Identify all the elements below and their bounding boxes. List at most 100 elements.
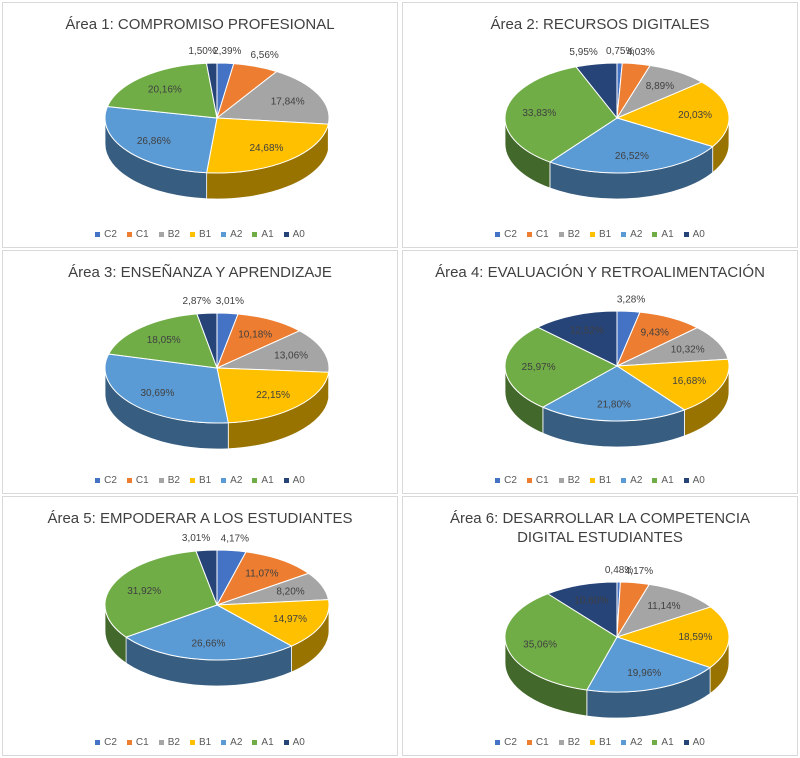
legend-item: B2 <box>158 737 180 748</box>
data-label: 30,69% <box>140 388 174 399</box>
chart-legend: C2 C1 B2 B1 A2 A1 A0 <box>403 229 797 240</box>
legend-item: C2 <box>495 229 517 240</box>
legend-label: B1 <box>198 475 212 486</box>
pie-slice-A2 <box>104 106 218 174</box>
legend-item: A0 <box>283 475 305 486</box>
pie-slice-A0 <box>575 62 618 120</box>
legend-label: A0 <box>692 475 705 486</box>
legend-label: A1 <box>661 229 674 240</box>
legend-swatch <box>283 231 289 237</box>
legend-swatch <box>189 477 195 483</box>
pie-svg: 4,17% 11,07% 8,20% 14,97% 26,66% 31,92% 3,01% <box>104 533 330 687</box>
pie-slice-A2 <box>125 604 293 661</box>
pie-slice-A2 <box>586 636 712 693</box>
legend-swatch <box>621 477 627 483</box>
legend-label: C2 <box>504 229 517 240</box>
legend-item: C1 <box>526 475 549 486</box>
legend-label: C2 <box>504 475 517 486</box>
legend-item: A2 <box>621 229 642 240</box>
data-label: 17,84% <box>271 96 305 107</box>
legend-label: C2 <box>104 229 117 240</box>
legend-item: B2 <box>158 475 180 486</box>
data-label: 2,87% <box>183 296 211 307</box>
legend-swatch <box>558 477 564 483</box>
legend-item: A1 <box>252 475 274 486</box>
legend-label: B1 <box>598 475 612 486</box>
legend-item: C1 <box>526 737 549 748</box>
legend-swatch <box>621 739 627 745</box>
pie-svg: 3,28% 9,43%10,32% 16,68% 21,80% 25,97% 12,52% <box>504 294 730 448</box>
data-label: 3,28% <box>617 294 645 305</box>
legend-item: B2 <box>558 475 580 486</box>
pie-chart-panel: Área 6: DESARROLLAR LA COMPETENCIA DIGIT… <box>402 496 798 756</box>
data-label: 8,89% <box>646 81 674 92</box>
legend-swatch <box>158 477 164 483</box>
legend-swatch <box>589 231 595 237</box>
data-label: 3,01% <box>182 533 210 544</box>
legend-label: B2 <box>567 737 580 748</box>
data-label: 8,20% <box>276 587 304 598</box>
pie-slice-B1 <box>615 606 730 669</box>
legend-swatch <box>158 231 164 237</box>
data-label: 6,56% <box>250 50 278 61</box>
legend-item: A1 <box>252 737 274 748</box>
legend-swatch <box>683 231 689 237</box>
legend-label: C2 <box>104 737 117 748</box>
pie-slice-A1 <box>106 62 218 119</box>
data-label: 9,43% <box>641 327 669 338</box>
legend-item: B1 <box>589 229 611 240</box>
legend-item: B1 <box>189 475 212 486</box>
legend-swatch <box>683 477 689 483</box>
pie-slice-B1 <box>615 81 730 148</box>
chart-legend: C2 C1 B2 B1 A2 A1 A0 <box>403 737 797 748</box>
legend-item: C2 <box>95 229 117 240</box>
legend-swatch <box>126 231 132 237</box>
legend-item: A1 <box>652 475 674 486</box>
legend-label: C1 <box>135 229 149 240</box>
legend-label: A2 <box>630 737 643 748</box>
pie-slice-B2 <box>216 330 330 373</box>
legend-label: C2 <box>104 475 117 486</box>
data-label: 12,52% <box>570 325 604 336</box>
chart-title: Área 1: COMPROMISO PROFESIONAL <box>65 16 335 33</box>
data-label: 11,14% <box>647 601 680 612</box>
data-label: 22,15% <box>256 390 290 401</box>
pie-slice-A2 <box>548 117 714 174</box>
legend-label: C1 <box>535 737 549 748</box>
legend-swatch <box>252 739 258 745</box>
pie-svg: 3,01% 10,18%13,06% 22,15% 30,69% 18,05% 2,87% <box>104 296 330 450</box>
legend-item: A0 <box>283 737 305 748</box>
data-label: 24,68% <box>250 143 284 154</box>
legend-swatch <box>526 231 532 237</box>
pie-slice-A1 <box>107 313 218 369</box>
data-label: 1,50% <box>188 46 216 57</box>
data-label: 0,75% <box>606 46 634 57</box>
legend-label: A2 <box>630 475 643 486</box>
legend-item: C1 <box>126 229 149 240</box>
legend-item: B1 <box>189 229 211 240</box>
legend-item: B1 <box>589 475 612 486</box>
legend-label: A1 <box>261 229 274 240</box>
chart-legend: C2 C1 B2 B1 A2 A1 A0 <box>3 737 397 748</box>
data-label: 33,83% <box>522 108 556 119</box>
pie-slice-B1 <box>215 599 330 647</box>
legend-swatch <box>589 739 595 745</box>
legend-label: B1 <box>598 737 612 748</box>
legend-item: B2 <box>158 229 180 240</box>
legend-swatch <box>526 739 532 745</box>
legend-label: A1 <box>261 737 274 748</box>
legend-item: B1 <box>589 737 612 748</box>
chart-legend: C2 C1 B2 B1 A2 A1 A0 <box>3 475 397 486</box>
data-label: 4,03% <box>626 47 654 58</box>
legend-label: A0 <box>292 737 305 748</box>
legend-label: A2 <box>230 475 243 486</box>
legend-label: C1 <box>135 737 149 748</box>
legend-label: A2 <box>230 229 243 240</box>
chart-title: Área 4: EVALUACIÓN Y RETROALIMENTACIÓN <box>435 264 765 281</box>
legend-label: B2 <box>167 737 180 748</box>
legend-item: A0 <box>683 229 705 240</box>
legend-label: A2 <box>630 229 643 240</box>
data-label: 18,05% <box>147 335 181 346</box>
legend-item: A2 <box>621 475 642 486</box>
data-label: 19,96% <box>627 668 661 679</box>
